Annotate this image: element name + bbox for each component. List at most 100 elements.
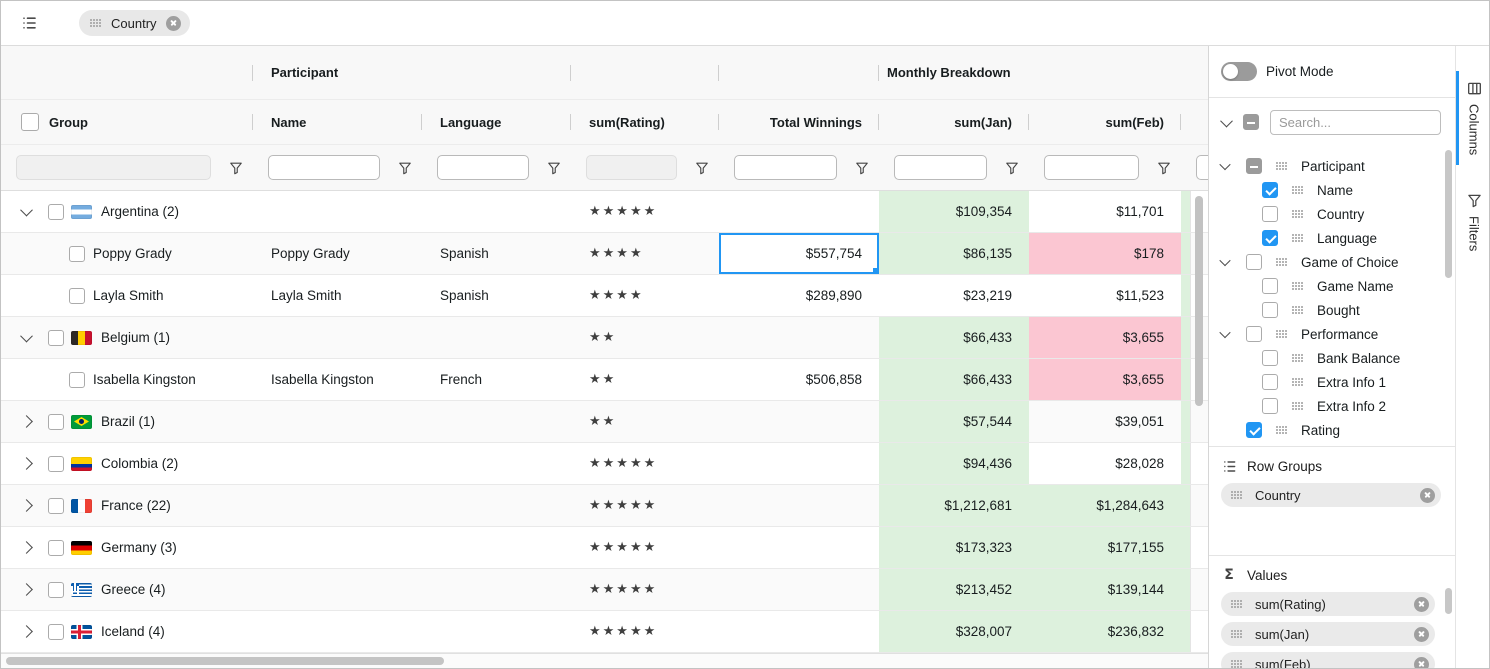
group-cell[interactable]: Germany (3) <box>1 527 253 568</box>
filter-menu-icon[interactable] <box>546 161 562 175</box>
rating-cell[interactable]: ★★★★★ <box>571 191 719 232</box>
remove-chip-icon[interactable] <box>1420 487 1435 503</box>
total-winnings-cell[interactable]: $289,890 <box>805 288 862 303</box>
language-cell[interactable] <box>422 527 571 568</box>
row-expand-chevron[interactable] <box>20 329 33 343</box>
row-checkbox[interactable] <box>48 497 64 514</box>
group-cell[interactable]: Brazil (1) <box>1 401 253 442</box>
column-tree-item-participant[interactable]: Participant <box>1209 154 1455 178</box>
language-cell[interactable] <box>422 485 571 526</box>
column-header-total-winnings[interactable]: Total Winnings <box>719 100 879 144</box>
language-cell[interactable]: Spanish <box>440 246 489 261</box>
sum-jan-cell[interactable]: $66,433 <box>879 359 1029 400</box>
filter-menu-icon[interactable] <box>694 161 710 175</box>
rating-cell[interactable]: ★★★★ <box>571 275 719 316</box>
language-cell[interactable]: French <box>440 372 483 387</box>
rating-cell[interactable]: ★★★★★ <box>571 611 719 652</box>
sum-jan-cell[interactable]: $328,007 <box>879 611 1029 652</box>
filter-menu-icon[interactable] <box>1004 161 1020 175</box>
row-checkbox[interactable] <box>48 203 64 220</box>
sum-feb-cell[interactable]: $139,144 <box>1029 569 1181 610</box>
column-visibility-checkbox[interactable] <box>1246 254 1262 270</box>
rating-cell[interactable]: ★★★★ <box>571 233 719 274</box>
total-winnings-cell[interactable] <box>719 401 879 442</box>
row-checkbox[interactable] <box>69 245 85 262</box>
sum-feb-cell[interactable]: $28,028 <box>1115 456 1164 471</box>
row-checkbox[interactable] <box>48 455 64 472</box>
column-visibility-checkbox[interactable] <box>1262 374 1278 390</box>
total-winnings-cell[interactable]: $506,858 <box>805 372 862 387</box>
column-search-input[interactable] <box>1270 109 1441 135</box>
total-winnings-cell[interactable] <box>719 569 879 610</box>
sum-feb-cell[interactable]: $11,523 <box>1116 288 1164 303</box>
values-scrollbar-thumb[interactable] <box>1445 588 1452 614</box>
sum-feb-cell[interactable]: $3,655 <box>1029 317 1181 358</box>
remove-chip-icon[interactable] <box>1414 656 1429 668</box>
filter-menu-icon[interactable] <box>854 161 870 175</box>
language-cell[interactable] <box>422 401 571 442</box>
column-header-name[interactable]: Name <box>253 100 422 144</box>
column-tree-item-bought[interactable]: Bought <box>1209 298 1455 322</box>
column-visibility-checkbox[interactable] <box>1262 230 1278 246</box>
value-chip-sumrating[interactable]: sum(Rating) <box>1221 592 1435 616</box>
rating-cell[interactable]: ★★ <box>571 401 719 442</box>
column-tree-item-game-of-choice[interactable]: Game of Choice <box>1209 250 1455 274</box>
name-cell[interactable] <box>253 191 422 232</box>
name-cell[interactable] <box>253 527 422 568</box>
name-filter-input[interactable] <box>268 155 380 180</box>
sum-jan-cell[interactable]: $66,433 <box>879 317 1029 358</box>
sum-jan-cell[interactable]: $213,452 <box>879 569 1029 610</box>
tab-columns[interactable]: Columns <box>1456 71 1489 166</box>
remove-chip-icon[interactable] <box>1414 596 1429 612</box>
language-cell[interactable] <box>422 443 571 484</box>
row-checkbox[interactable] <box>48 539 64 556</box>
value-chip-sumjan[interactable]: sum(Jan) <box>1221 622 1435 646</box>
group-cell[interactable]: France (22) <box>1 485 253 526</box>
tree-expand-chevron[interactable] <box>1219 326 1231 339</box>
pivot-mode-toggle[interactable] <box>1221 62 1257 81</box>
row-checkbox[interactable] <box>48 329 64 346</box>
column-header-language[interactable]: Language <box>422 100 571 144</box>
tab-filters[interactable]: Filters <box>1456 183 1489 261</box>
group-cell[interactable]: Isabella Kingston <box>1 359 253 400</box>
value-chip-sumfeb[interactable]: sum(Feb) <box>1221 652 1435 668</box>
rating-cell[interactable]: ★★★★★ <box>571 569 719 610</box>
total-winnings-cell[interactable] <box>719 527 879 568</box>
column-header-group[interactable]: Group <box>1 100 253 144</box>
total-winnings-cell[interactable]: $557,754 <box>719 233 879 274</box>
row-expand-chevron[interactable] <box>20 583 33 596</box>
name-cell[interactable] <box>253 317 422 358</box>
column-tree-item-name[interactable]: Name <box>1209 178 1455 202</box>
row-checkbox[interactable] <box>48 581 64 598</box>
sum-jan-cell[interactable]: $1,212,681 <box>879 485 1029 526</box>
select-all-columns-checkbox[interactable] <box>1243 114 1259 130</box>
language-cell[interactable]: Spanish <box>440 288 489 303</box>
group-cell[interactable]: Colombia (2) <box>1 443 253 484</box>
column-visibility-checkbox[interactable] <box>1262 206 1278 222</box>
column-header-sum-feb[interactable]: sum(Feb) <box>1029 100 1181 144</box>
horizontal-scrollbar-thumb[interactable] <box>6 657 444 665</box>
group-cell[interactable]: Poppy Grady <box>1 233 253 274</box>
column-tree-item-extra-info-1[interactable]: Extra Info 1 <box>1209 370 1455 394</box>
sum-feb-cell[interactable]: $1,284,643 <box>1029 485 1181 526</box>
row-expand-chevron[interactable] <box>20 415 33 428</box>
select-all-checkbox[interactable] <box>21 113 39 131</box>
group-cell[interactable]: Iceland (4) <box>1 611 253 652</box>
filter-menu-icon[interactable] <box>228 161 244 175</box>
name-cell[interactable]: Layla Smith <box>271 288 342 303</box>
language-cell[interactable] <box>422 191 571 232</box>
name-cell[interactable] <box>253 611 422 652</box>
column-visibility-checkbox[interactable] <box>1262 302 1278 318</box>
remove-chip-icon[interactable] <box>165 15 181 31</box>
total-winnings-cell[interactable] <box>719 191 879 232</box>
remove-chip-icon[interactable] <box>1414 626 1429 642</box>
language-filter-input[interactable] <box>437 155 529 180</box>
sum-feb-cell[interactable]: $178 <box>1029 233 1181 274</box>
row-group-chip-country[interactable]: Country <box>1221 483 1441 507</box>
sum-jan-cell[interactable]: $86,135 <box>879 233 1029 274</box>
rating-cell[interactable]: ★★ <box>571 317 719 358</box>
total-winnings-cell[interactable] <box>719 485 879 526</box>
group-cell[interactable]: Layla Smith <box>1 275 253 316</box>
sum-feb-cell[interactable]: $177,155 <box>1029 527 1181 568</box>
column-tree-item-game-name[interactable]: Game Name <box>1209 274 1455 298</box>
